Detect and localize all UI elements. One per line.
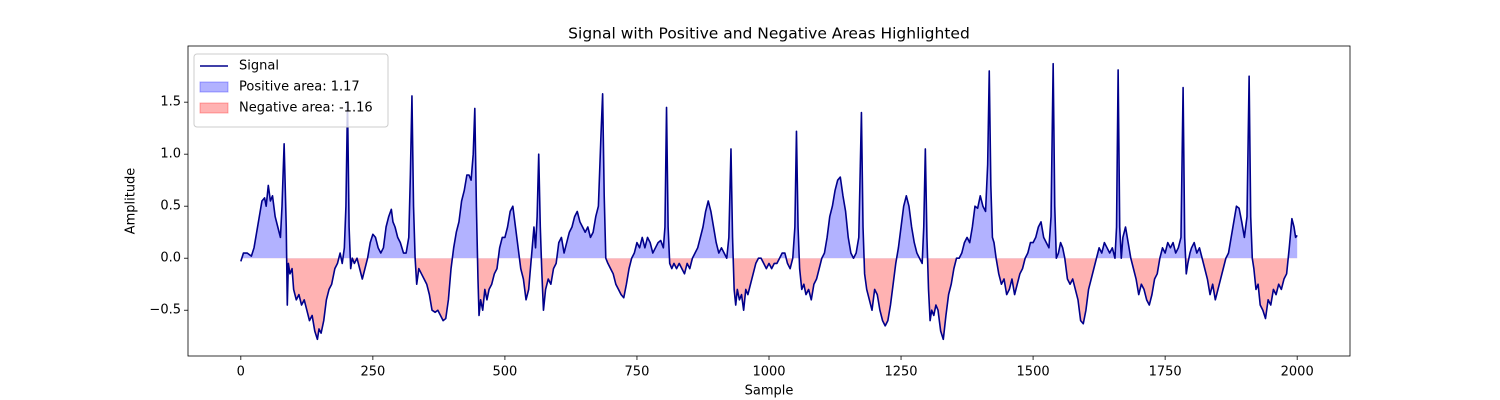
- legend-patch: [199, 81, 229, 93]
- x-tick-label: 0: [237, 365, 245, 380]
- legend-label: Positive area: 1.17: [239, 80, 360, 95]
- legend: Signal Positive area: 1.17 Negative area: …: [193, 53, 389, 128]
- legend-box: [193, 53, 389, 128]
- y-tick-label: 1.0: [160, 147, 181, 162]
- area-positive: [241, 63, 1298, 259]
- axes-frame: [187, 45, 1351, 357]
- x-tick-label: 2000: [1281, 365, 1314, 380]
- legend-label: Signal: [239, 59, 279, 74]
- area-negative: [240, 258, 1298, 340]
- y-tick-label: 0.5: [160, 199, 181, 214]
- y-tick-label: −0.5: [149, 303, 181, 318]
- legend-patch: [199, 102, 229, 114]
- y-axis-label: Amplitude: [124, 168, 139, 235]
- x-tick-label: 250: [360, 365, 385, 380]
- x-tick-label: 1250: [884, 365, 917, 380]
- x-tick-label: 500: [492, 365, 517, 380]
- y-tick-label: 0.0: [160, 251, 181, 266]
- x-tick-label: 1000: [752, 365, 785, 380]
- chart-title: Signal with Positive and Negative Areas …: [568, 25, 970, 43]
- x-tick-label: 1750: [1149, 365, 1182, 380]
- x-axis-label: Sample: [745, 384, 794, 399]
- signal-line: [240, 62, 1298, 341]
- x-tick-label: 750: [625, 365, 650, 380]
- legend-label: Negative area: -1.16: [239, 101, 373, 116]
- x-tick-label: 1500: [1017, 365, 1050, 380]
- y-tick-label: 1.5: [160, 95, 181, 110]
